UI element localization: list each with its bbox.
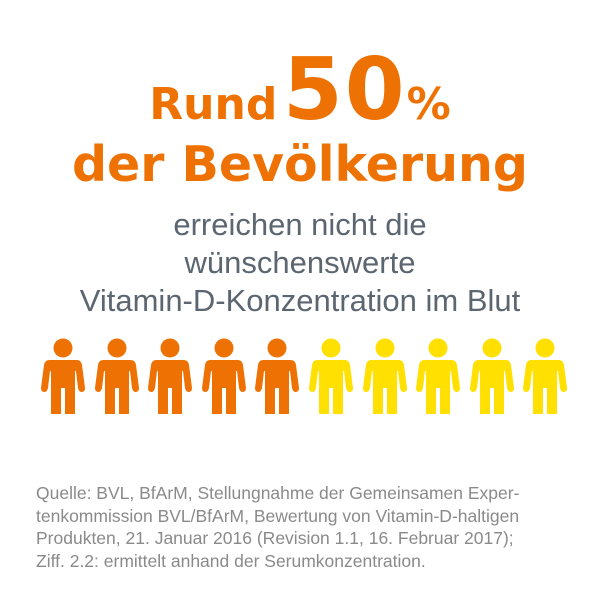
headline-number: 50 bbox=[282, 40, 407, 140]
person-icon bbox=[197, 338, 251, 414]
subtitle-line: wünschenswerte bbox=[184, 245, 416, 280]
person-icon bbox=[358, 338, 412, 414]
subtitle: erreichen nicht die wünschenswerte Vitam… bbox=[0, 206, 600, 320]
source-line: Produkten, 21. Januar 2016 (Revision 1.1… bbox=[36, 528, 514, 548]
headline-unit: % bbox=[406, 79, 451, 130]
person-icon bbox=[36, 338, 90, 414]
subtitle-line: Vitamin-D-Konzentration im Blut bbox=[79, 283, 521, 318]
headline-prefix: Rund bbox=[149, 79, 278, 130]
source-note: Quelle: BVL, BfArM, Stellungnahme der Ge… bbox=[36, 482, 576, 572]
person-icon bbox=[250, 338, 304, 414]
people-pictogram bbox=[36, 338, 576, 414]
person-icon bbox=[90, 338, 144, 414]
person-icon bbox=[143, 338, 197, 414]
subtitle-line: erreichen nicht die bbox=[173, 207, 427, 242]
source-line: tenkommission BVL/BfArM, Bewertung von V… bbox=[36, 505, 520, 526]
person-icon bbox=[465, 338, 519, 414]
headline-line-1: Rund 50% bbox=[0, 40, 600, 140]
person-icon bbox=[304, 338, 358, 414]
person-icon bbox=[518, 338, 572, 414]
source-line: Ziff. 2.2: ermittelt anhand der Serumkon… bbox=[36, 550, 426, 571]
person-icon bbox=[411, 338, 465, 414]
source-line: Quelle: BVL, BfArM, Stellungnahme der Ge… bbox=[36, 483, 520, 503]
headline-line-2: der Bevölkerung bbox=[71, 136, 529, 193]
